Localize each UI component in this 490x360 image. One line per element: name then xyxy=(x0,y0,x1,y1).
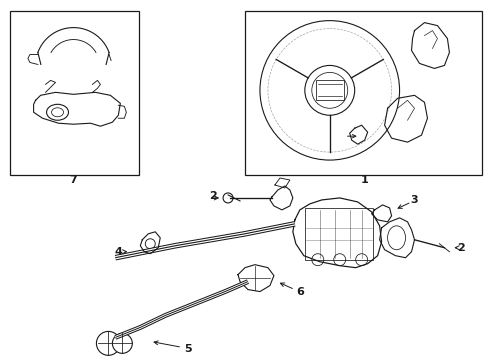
Bar xyxy=(245,11,482,175)
Text: 1: 1 xyxy=(361,175,368,185)
Circle shape xyxy=(97,332,121,355)
Text: 4: 4 xyxy=(115,247,122,257)
Text: 2: 2 xyxy=(209,191,217,201)
Bar xyxy=(10,11,139,175)
Text: 7: 7 xyxy=(70,175,77,185)
Bar xyxy=(305,208,372,260)
Text: 3: 3 xyxy=(411,195,418,205)
Text: 2: 2 xyxy=(458,243,466,253)
Text: 6: 6 xyxy=(296,287,304,297)
Circle shape xyxy=(112,333,132,353)
Text: 5: 5 xyxy=(184,345,192,354)
Bar xyxy=(316,80,343,100)
